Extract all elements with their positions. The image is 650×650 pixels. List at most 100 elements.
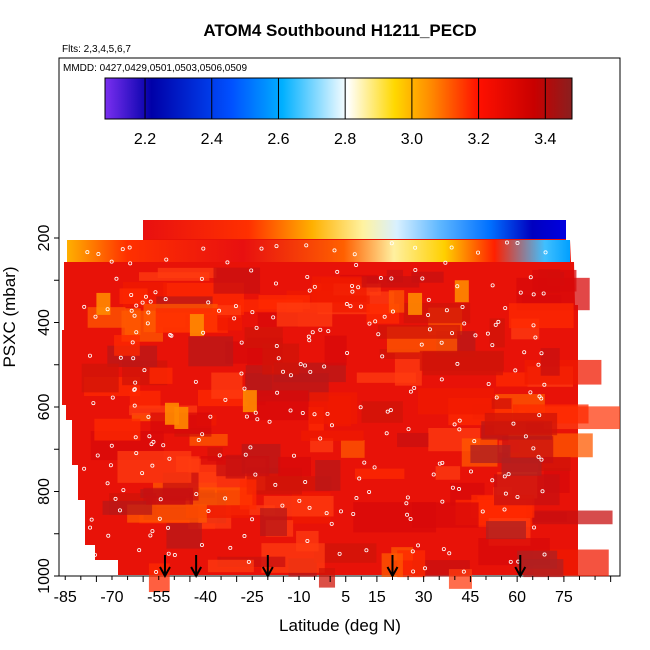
sample-point: [378, 276, 383, 281]
heatmap-patch: [532, 510, 613, 525]
heatmap-patch: [310, 438, 334, 453]
sample-point: [87, 353, 92, 358]
sample-point: [511, 421, 516, 426]
heatmap-patches: [81, 267, 620, 593]
heatmap-patch: [309, 392, 358, 424]
heatmap-patch: [315, 460, 341, 491]
sample-point: [133, 435, 138, 440]
sample-point: [307, 288, 312, 293]
sample-point: [118, 355, 123, 360]
sample-point: [358, 405, 363, 410]
sample-point: [145, 321, 150, 326]
sample-point: [335, 269, 340, 274]
sample-point: [539, 351, 544, 356]
heatmap-patch: [247, 390, 309, 421]
sample-point: [502, 474, 507, 479]
sample-point: [354, 496, 359, 501]
sample-point: [217, 453, 222, 458]
y-tick-label: 600: [36, 394, 53, 421]
sample-point: [206, 300, 211, 305]
sample-point: [271, 315, 276, 320]
sample-point: [253, 472, 258, 477]
sample-point: [233, 304, 238, 309]
sample-point: [485, 331, 490, 336]
sample-point: [134, 330, 139, 335]
colorbar: [104, 77, 573, 120]
sample-point: [93, 314, 98, 319]
colorbar-tick-label: 3.2: [467, 131, 489, 148]
sample-point: [306, 334, 311, 339]
sample-point: [121, 488, 126, 493]
sample-point: [452, 422, 457, 427]
y-axis-label: PSXC (mbar): [0, 266, 19, 367]
sample-point: [292, 453, 297, 458]
sample-points: [79, 240, 548, 575]
heatmap-patch: [340, 440, 365, 458]
sample-point: [223, 397, 228, 402]
heatmap-patch: [354, 468, 405, 479]
x-tick-label: -25: [241, 589, 264, 606]
sample-point: [362, 460, 367, 465]
heatmap-patch: [419, 350, 504, 371]
heatmap-patch: [408, 292, 423, 315]
sample-point: [129, 308, 134, 313]
sample-point: [88, 525, 93, 530]
sample-point: [157, 516, 162, 521]
sample-point: [437, 461, 442, 466]
heatmap-patch: [489, 318, 505, 348]
colorbar-tick-label: 3.4: [534, 131, 556, 148]
sample-point: [304, 243, 309, 248]
sample-point: [541, 291, 546, 296]
sample-point: [385, 409, 390, 414]
sample-point: [416, 543, 421, 548]
sample-point: [404, 501, 409, 506]
heatmap-patch: [361, 276, 420, 288]
sample-point: [114, 276, 119, 281]
heatmap-patch: [379, 349, 420, 360]
heatmap-patch: [217, 305, 242, 318]
sample-point: [528, 275, 533, 280]
sample-point: [132, 387, 137, 392]
heatmap-patch: [239, 479, 257, 510]
heatmap-patch: [81, 363, 119, 393]
sample-point: [307, 338, 312, 343]
heatmap-band-second: [67, 240, 570, 262]
sample-point: [267, 419, 272, 424]
plot-frame: [58, 57, 621, 577]
sample-point: [250, 310, 255, 315]
x-tick-label: -55: [147, 589, 170, 606]
sample-point: [542, 552, 547, 557]
sample-point: [85, 250, 90, 255]
heatmap-band-top: [143, 220, 566, 239]
sample-point: [326, 329, 331, 334]
sample-point: [440, 499, 445, 504]
sample-point: [143, 294, 148, 299]
sample-point: [457, 427, 462, 432]
sample-point: [150, 529, 155, 534]
sample-point: [503, 306, 508, 311]
sample-point: [239, 340, 244, 345]
heatmap-patch: [388, 290, 405, 313]
sample-point: [444, 308, 449, 313]
sample-point: [515, 494, 520, 499]
sample-point: [161, 443, 166, 448]
sample-point: [168, 333, 173, 338]
heatmap-patch: [189, 433, 228, 446]
chart-title: ATOM4 Southbound H1211_PECD: [203, 21, 476, 40]
x-axis: -85 -70 -55 -40 -25 -10 5 15 30 45 60 75: [54, 576, 612, 606]
sample-point: [539, 457, 544, 462]
sample-point: [132, 403, 137, 408]
sample-point: [322, 364, 327, 369]
colorbar-tick-label: 3.0: [401, 131, 423, 148]
sample-point: [196, 438, 201, 443]
sample-point: [151, 439, 156, 444]
colorbar-tick-label: 2.6: [267, 131, 289, 148]
heatmap-patch: [361, 401, 403, 423]
sample-point: [426, 297, 431, 302]
sample-point: [303, 480, 308, 485]
sample-point: [338, 509, 343, 514]
latitude-arrow-head: [261, 566, 274, 579]
x-tick-label: 15: [368, 589, 386, 606]
sample-point: [486, 382, 491, 387]
